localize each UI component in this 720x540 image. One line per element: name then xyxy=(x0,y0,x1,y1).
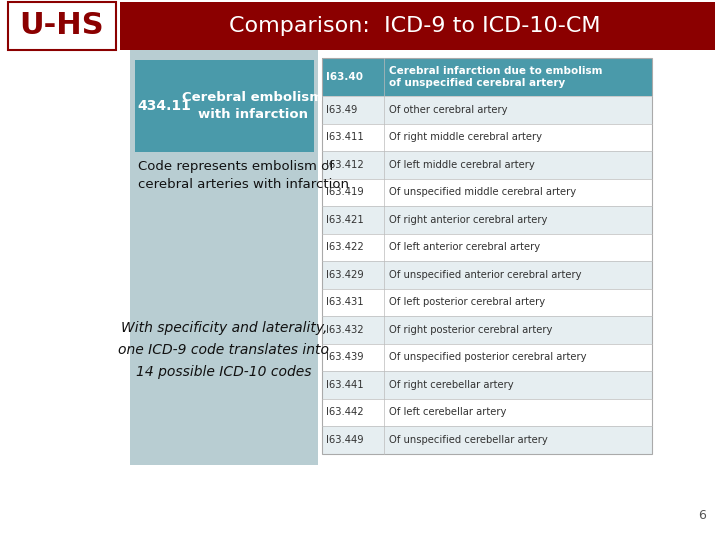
Text: Of other cerebral artery: Of other cerebral artery xyxy=(389,105,508,115)
Bar xyxy=(8,2,116,50)
Text: I63.422: I63.422 xyxy=(326,242,364,252)
Bar xyxy=(135,60,193,152)
Bar xyxy=(322,58,652,96)
Text: I63.412: I63.412 xyxy=(326,160,364,170)
Text: Cerebral infarction due to embolism
of unspecified cerebral artery: Cerebral infarction due to embolism of u… xyxy=(389,66,603,88)
Text: Of right middle cerebral artery: Of right middle cerebral artery xyxy=(389,132,542,142)
Text: Comparison:  ICD-9 to ICD-10-CM: Comparison: ICD-9 to ICD-10-CM xyxy=(229,16,600,36)
Text: Of unspecified cerebellar artery: Of unspecified cerebellar artery xyxy=(389,435,548,445)
Bar xyxy=(322,426,652,454)
Bar xyxy=(322,288,652,316)
Bar xyxy=(130,50,318,465)
Text: I63.441: I63.441 xyxy=(326,380,364,390)
Bar xyxy=(120,2,715,50)
Text: I63.431: I63.431 xyxy=(326,297,364,307)
Text: Cerebral embolism
with infarction: Cerebral embolism with infarction xyxy=(182,91,323,121)
Text: I63.429: I63.429 xyxy=(326,270,364,280)
Text: Of left cerebellar artery: Of left cerebellar artery xyxy=(389,407,506,417)
Text: Of right anterior cerebral artery: Of right anterior cerebral artery xyxy=(389,215,547,225)
Text: Of unspecified posterior cerebral artery: Of unspecified posterior cerebral artery xyxy=(389,352,587,362)
Text: Of right posterior cerebral artery: Of right posterior cerebral artery xyxy=(389,325,552,335)
Bar xyxy=(322,343,652,371)
Text: I63.432: I63.432 xyxy=(326,325,364,335)
Text: U-HS: U-HS xyxy=(19,11,104,40)
Text: With specificity and laterality,
one ICD-9 code translates into
14 possible ICD-: With specificity and laterality, one ICD… xyxy=(119,321,330,379)
Text: I63.411: I63.411 xyxy=(326,132,364,142)
Bar xyxy=(322,371,652,399)
Bar xyxy=(322,261,652,288)
Bar xyxy=(322,316,652,343)
Bar xyxy=(322,58,652,454)
Bar xyxy=(322,151,652,179)
Bar xyxy=(322,206,652,233)
Text: Of unspecified anterior cerebral artery: Of unspecified anterior cerebral artery xyxy=(389,270,582,280)
Bar xyxy=(322,179,652,206)
Text: Of right cerebellar artery: Of right cerebellar artery xyxy=(389,380,513,390)
Bar xyxy=(322,96,652,124)
Text: I63.442: I63.442 xyxy=(326,407,364,417)
Text: Of left posterior cerebral artery: Of left posterior cerebral artery xyxy=(389,297,545,307)
Text: 434.11: 434.11 xyxy=(137,99,191,113)
Text: I63.40: I63.40 xyxy=(326,72,363,82)
Text: I63.421: I63.421 xyxy=(326,215,364,225)
Bar xyxy=(193,60,314,152)
Text: I63.439: I63.439 xyxy=(326,352,364,362)
Text: Of left anterior cerebral artery: Of left anterior cerebral artery xyxy=(389,242,540,252)
Bar xyxy=(322,399,652,426)
Text: I63.419: I63.419 xyxy=(326,187,364,197)
Text: Of unspecified middle cerebral artery: Of unspecified middle cerebral artery xyxy=(389,187,576,197)
Text: 6: 6 xyxy=(698,509,706,522)
Text: I63.449: I63.449 xyxy=(326,435,364,445)
Bar xyxy=(322,124,652,151)
Bar xyxy=(322,233,652,261)
Text: I63.49: I63.49 xyxy=(326,105,357,115)
Text: Code represents embolism of
cerebral arteries with infarction: Code represents embolism of cerebral art… xyxy=(138,160,349,191)
Text: Of left middle cerebral artery: Of left middle cerebral artery xyxy=(389,160,535,170)
